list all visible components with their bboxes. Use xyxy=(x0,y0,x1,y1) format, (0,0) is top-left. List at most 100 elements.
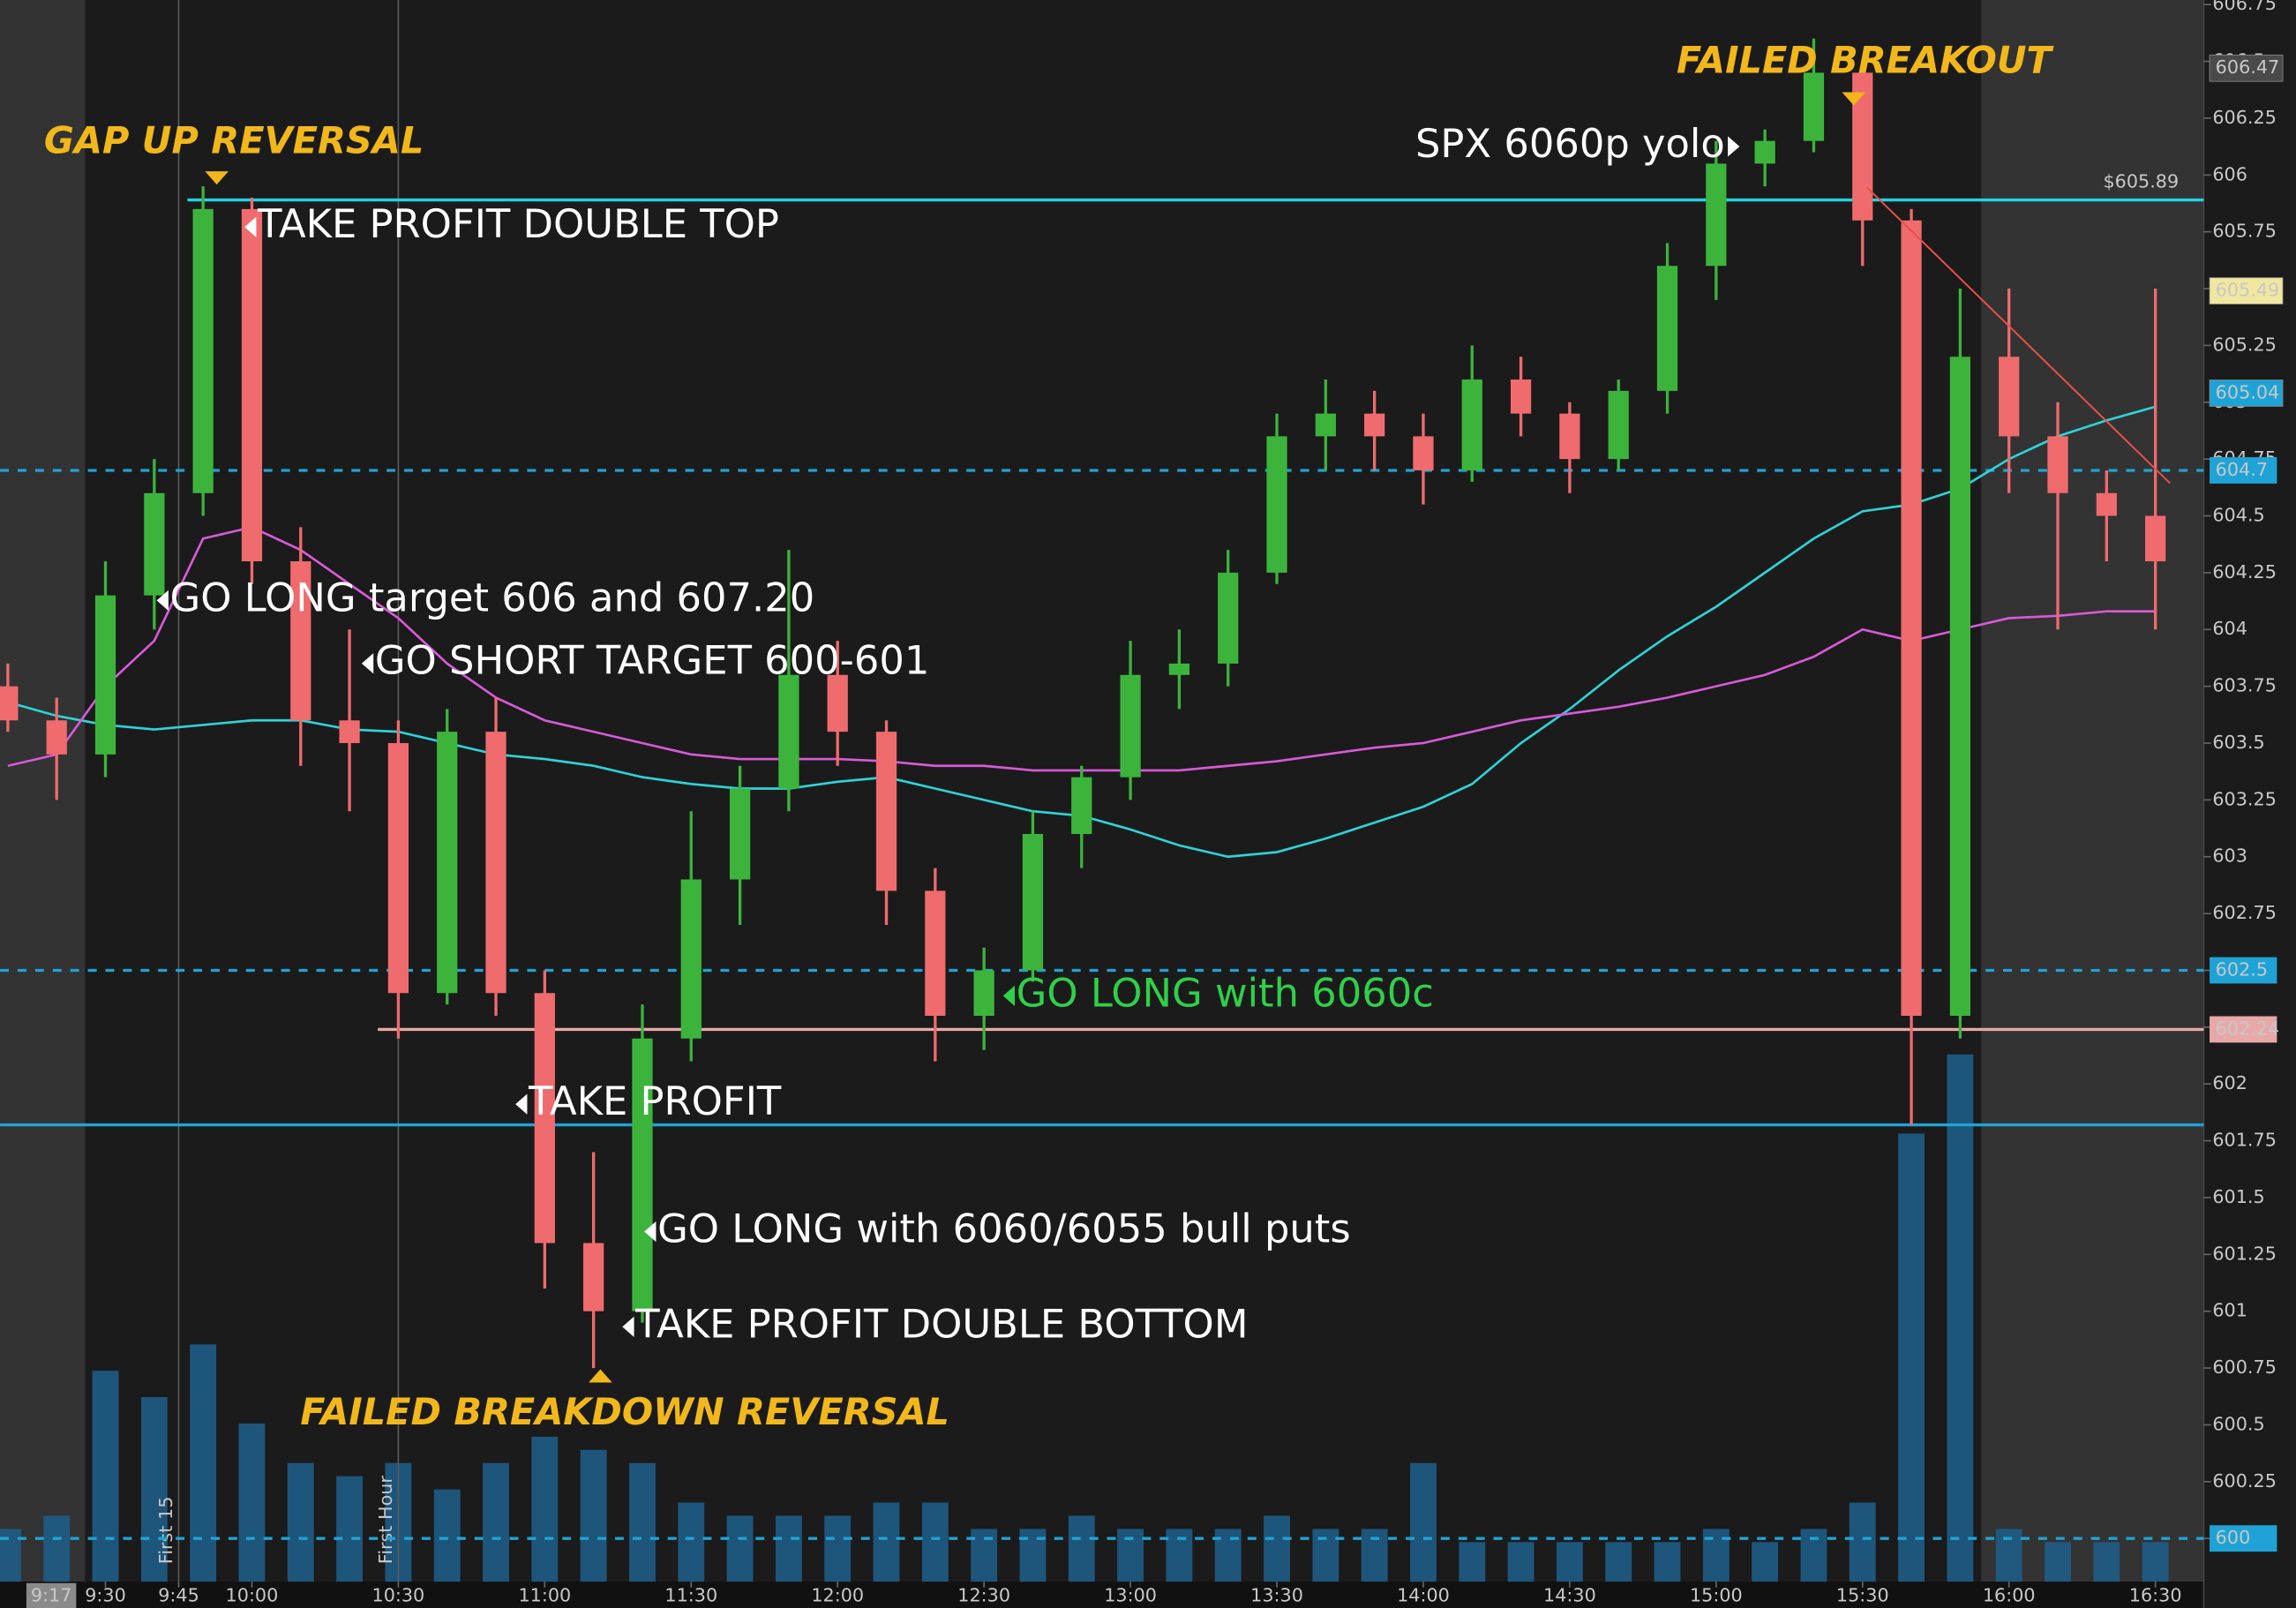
x-tick-label: 9:30 xyxy=(85,1585,126,1606)
volume-bar xyxy=(1995,1529,2022,1582)
candle-body xyxy=(1852,72,1873,221)
annotation: TAKE PROFIT xyxy=(528,1078,782,1124)
volume-bar xyxy=(824,1515,852,1582)
pointer xyxy=(644,1221,657,1243)
y-tick-label: 603.75 xyxy=(2212,675,2277,696)
candle-body xyxy=(1315,413,1336,437)
y-tick-label: 606.75 xyxy=(2212,0,2277,14)
cursor-time: 9:17 xyxy=(31,1585,72,1606)
candles-layer xyxy=(0,38,2166,1369)
x-tick-label: 12:00 xyxy=(811,1585,864,1606)
candle-body xyxy=(1120,674,1141,778)
marker-down xyxy=(1842,92,1866,106)
afterhours-shade xyxy=(1981,0,2204,1582)
y-tick-label: 600.25 xyxy=(2212,1470,2277,1492)
volume-bar xyxy=(775,1515,802,1582)
y-tick-label: 603.5 xyxy=(2212,732,2264,753)
y-tick-label: 606.25 xyxy=(2212,107,2277,128)
volume-bar xyxy=(678,1502,705,1582)
y-tick-label: 601.75 xyxy=(2212,1130,2277,1151)
y-tick-label: 600.5 xyxy=(2212,1413,2264,1434)
marker-up xyxy=(589,1369,612,1383)
volume-bar xyxy=(0,1529,21,1582)
candle-body xyxy=(437,732,458,994)
candle-body xyxy=(973,970,994,1016)
annotation: GO LONG with 6060c xyxy=(1017,969,1434,1016)
volume-bar xyxy=(1459,1542,1486,1582)
volume-bar xyxy=(1507,1542,1534,1582)
candle-body xyxy=(1461,379,1482,471)
candle-body xyxy=(1949,357,1971,1016)
y-tick-label: 605.75 xyxy=(2212,221,2277,242)
x-tick-label: 9:45 xyxy=(158,1585,199,1606)
x-tick-label: 14:00 xyxy=(1397,1585,1450,1606)
y-tick-label: 603 xyxy=(2212,845,2247,867)
candle-body xyxy=(680,879,702,1039)
annotation: FAILED BREAKOUT xyxy=(1677,38,2054,81)
volume-bar xyxy=(1312,1529,1339,1582)
candle-body xyxy=(192,208,214,493)
session-label: First Hour xyxy=(375,1476,396,1565)
volume-layer xyxy=(0,1054,2169,1582)
level-box-label: 600 xyxy=(2216,1527,2251,1548)
volume-bar xyxy=(140,1397,168,1582)
level-box-label: 602.5 xyxy=(2216,958,2268,980)
x-tick-label: 13:00 xyxy=(1104,1585,1157,1606)
volume-bar xyxy=(1654,1542,1681,1582)
candle-body xyxy=(485,732,506,994)
candle-body xyxy=(94,595,116,755)
volume-bar xyxy=(629,1462,656,1582)
volume-bar xyxy=(1947,1054,1974,1582)
candle-body xyxy=(2047,436,2068,493)
candle-body xyxy=(875,732,897,891)
volume-bar xyxy=(1605,1542,1632,1582)
volume-bar xyxy=(1166,1529,1193,1582)
annotations-layer: GAP UP REVERSAL TAKE PROFIT DOUBLE TOP GO … xyxy=(44,38,2055,1433)
y-tick-label: 602.75 xyxy=(2212,902,2277,923)
y-tick-label: 603.25 xyxy=(2212,788,2277,809)
volume-bar xyxy=(1800,1529,1827,1582)
candle-body xyxy=(778,674,799,789)
level-box-label: 604.7 xyxy=(2216,459,2268,480)
level-box-label: 602.24 xyxy=(2216,1018,2280,1039)
volume-bar xyxy=(483,1462,509,1582)
volume-bar xyxy=(1410,1462,1437,1582)
x-tick-label: 10:00 xyxy=(226,1585,279,1606)
pointer xyxy=(361,653,374,674)
pointer xyxy=(244,216,257,237)
pointer xyxy=(622,1316,634,1338)
marker-down xyxy=(205,171,229,185)
annotation: TAKE PROFIT DOUBLE BOTTOM xyxy=(634,1300,1248,1347)
candle-body xyxy=(2145,515,2166,562)
candle-body xyxy=(387,742,409,994)
candle-body xyxy=(1071,777,1092,834)
volume-bar xyxy=(531,1436,559,1582)
volume-bar xyxy=(1117,1529,1144,1582)
price-box xyxy=(2209,54,2284,82)
trendline xyxy=(1866,186,2171,485)
annotation: GAP UP REVERSAL xyxy=(44,119,424,162)
candle-body xyxy=(1218,572,1239,664)
annotation: FAILED BREAKDOWN REVERSAL xyxy=(300,1390,949,1433)
volume-bar xyxy=(1898,1133,1925,1582)
y-tick-label: 602 xyxy=(2212,1072,2247,1093)
volume-bar xyxy=(2045,1542,2071,1582)
x-tick-label: 15:00 xyxy=(1690,1585,1743,1606)
x-tick-label: 13:30 xyxy=(1250,1585,1303,1606)
y-tick-label: 605.25 xyxy=(2212,334,2277,355)
volume-bar xyxy=(580,1449,607,1582)
candle-body xyxy=(632,1038,653,1311)
y-tick-label: 601 xyxy=(2212,1300,2247,1321)
candle-body xyxy=(46,720,67,755)
candle-body xyxy=(827,674,848,733)
axis-layer: 600 600.25 600.5 600.75 601 601.25 601.5 601.75… xyxy=(26,0,2284,1608)
candle-body xyxy=(1364,413,1385,437)
candle-body xyxy=(925,890,946,1016)
volume-bar xyxy=(43,1515,71,1582)
level-box xyxy=(2210,1525,2277,1552)
candle-body xyxy=(1168,663,1190,675)
candle-body xyxy=(1559,413,1580,460)
volume-bar xyxy=(1214,1529,1242,1582)
candle-body xyxy=(1510,379,1532,414)
candle-body xyxy=(1413,436,1434,471)
